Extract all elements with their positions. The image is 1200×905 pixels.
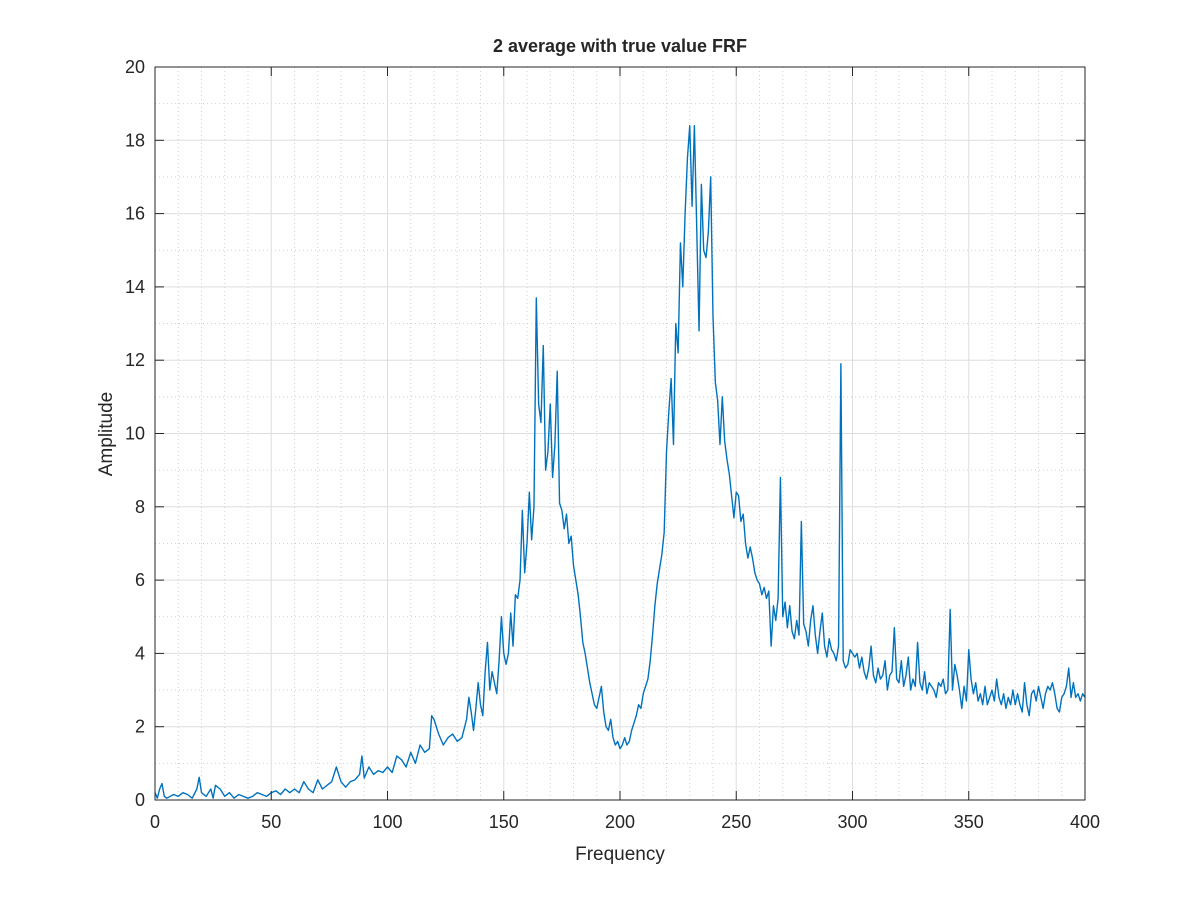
y-tick-label: 10 bbox=[125, 424, 145, 444]
x-tick-label: 400 bbox=[1070, 812, 1100, 832]
y-tick-label: 16 bbox=[125, 204, 145, 224]
y-axis-ticks: 0 2 4 6 8 10 12 14 16 18 20 bbox=[125, 57, 1085, 810]
x-tick-label: 0 bbox=[150, 812, 160, 832]
chart-title: 2 average with true value FRF bbox=[493, 36, 747, 56]
y-tick-label: 0 bbox=[135, 790, 145, 810]
series-layer bbox=[154, 124, 1086, 799]
x-axis-ticks: 0 50 100 150 200 250 300 350 400 bbox=[150, 67, 1100, 832]
y-tick-label: 2 bbox=[135, 717, 145, 737]
series-line-1 bbox=[154, 124, 1086, 799]
y-tick-label: 20 bbox=[125, 57, 145, 77]
x-axis-label: Frequency bbox=[575, 844, 665, 865]
x-tick-label: 300 bbox=[837, 812, 867, 832]
y-tick-label: 12 bbox=[125, 350, 145, 370]
x-tick-label: 200 bbox=[605, 812, 635, 832]
y-tick-label: 6 bbox=[135, 570, 145, 590]
x-tick-label: 50 bbox=[261, 812, 281, 832]
y-tick-label: 14 bbox=[125, 277, 145, 297]
y-tick-label: 4 bbox=[135, 643, 145, 663]
y-tick-label: 18 bbox=[125, 130, 145, 150]
y-tick-label: 8 bbox=[135, 497, 145, 517]
x-tick-label: 250 bbox=[721, 812, 751, 832]
x-tick-label: 150 bbox=[489, 812, 519, 832]
y-axis-label: Amplitude bbox=[96, 392, 117, 477]
x-tick-label: 100 bbox=[372, 812, 402, 832]
x-tick-label: 350 bbox=[954, 812, 984, 832]
